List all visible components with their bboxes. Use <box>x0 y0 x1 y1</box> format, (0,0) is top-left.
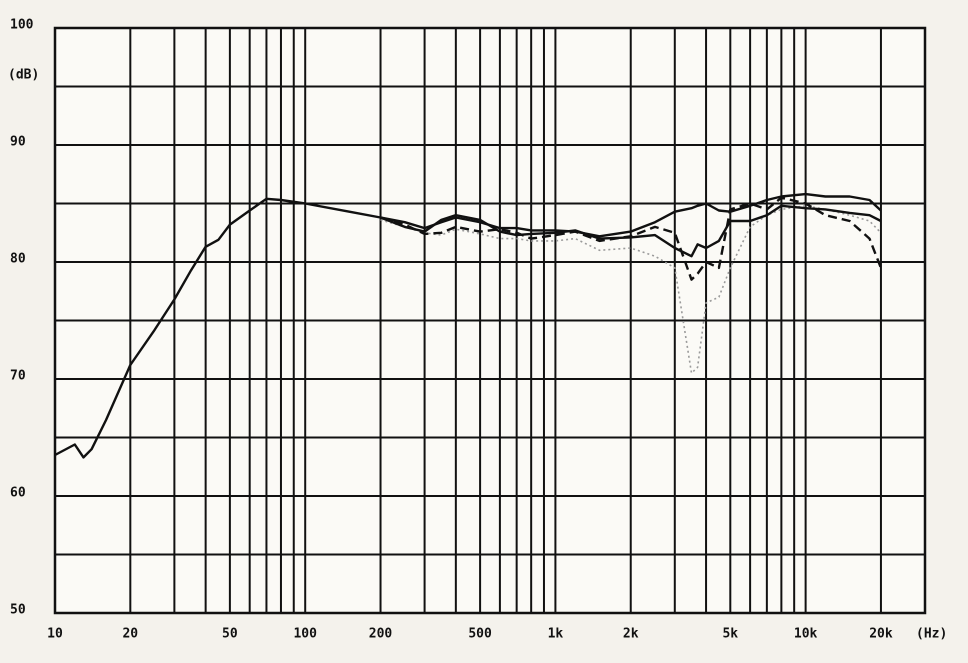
x-tick-label: 10k <box>794 627 818 642</box>
y-tick-label: 100 <box>10 18 34 33</box>
y-tick-label: 70 <box>10 369 26 384</box>
x-tick-label: 100 <box>293 627 317 642</box>
series-line <box>380 204 882 258</box>
x-tick-label: 20k <box>869 627 893 642</box>
x-tick-label: 500 <box>468 627 492 642</box>
y-tick-label: 80 <box>10 252 26 267</box>
y-axis-label: (dB) <box>8 68 39 83</box>
x-tick-label: 2k <box>623 627 639 642</box>
y-tick-label: 50 <box>10 603 26 618</box>
x-tick-label: 5k <box>722 627 738 642</box>
x-tick-label: 20 <box>122 627 138 642</box>
series-line <box>380 196 883 281</box>
y-tick-label: 90 <box>10 135 26 150</box>
x-tick-label: 50 <box>222 627 238 642</box>
x-tick-label: 10 <box>47 627 63 642</box>
x-axis-label: (Hz) <box>916 627 947 642</box>
x-tick-label: 1k <box>548 627 564 642</box>
series-line <box>54 192 882 459</box>
y-tick-label: 60 <box>10 486 26 501</box>
x-tick-label: 200 <box>369 627 393 642</box>
